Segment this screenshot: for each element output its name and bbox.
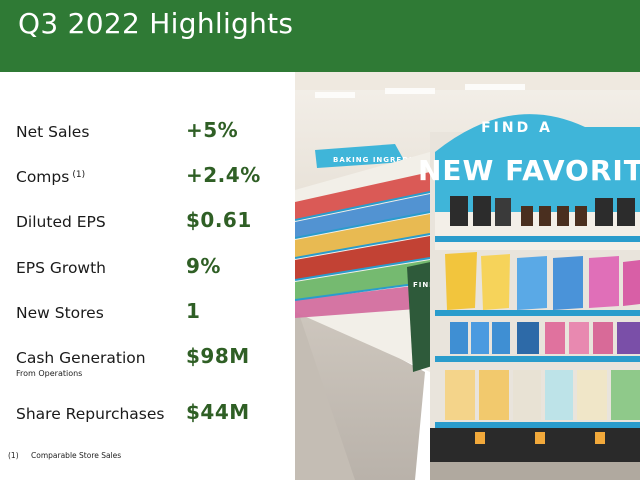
store-aisle-illustration: BAKING INGREDIENTS FIND YOUR FIND A NEW … (295, 72, 640, 480)
metric-new-stores: New Stores 1 (0, 299, 295, 344)
metric-value: +2.4% (186, 163, 261, 187)
metric-sublabel: From Operations (16, 369, 83, 378)
metric-label: Share Repurchases (16, 405, 165, 423)
store-aisle-photo: BAKING INGREDIENTS FIND YOUR FIND A NEW … (295, 72, 640, 480)
metric-value: $0.61 (186, 208, 252, 232)
metric-label: Diluted EPS (16, 213, 106, 231)
metrics-list: Net Sales +5% Comps (1) +2.4% Diluted EPS… (0, 72, 295, 480)
metric-share-repurchases: Share Repurchases $44M (0, 400, 295, 445)
metric-comps: Comps (1) +2.4% (0, 163, 295, 208)
footnote-text: Comparable Store Sales (31, 451, 122, 460)
metric-net-sales: Net Sales +5% (0, 118, 295, 163)
footnote-marker: (1) (72, 170, 86, 180)
metric-diluted-eps: Diluted EPS $0.61 (0, 208, 295, 253)
metric-value: $98M (186, 344, 250, 368)
footnote: (1) Comparable Store Sales (8, 451, 121, 460)
metric-value: $44M (186, 400, 250, 424)
footnote-number: (1) (8, 451, 19, 460)
aisle-sign-text: BAKING INGREDIENTS (333, 156, 437, 164)
sign-line1: FIND A (481, 120, 553, 136)
metric-label: Cash Generation (16, 349, 146, 367)
metric-label: Net Sales (16, 123, 90, 141)
metric-value: +5% (186, 118, 239, 142)
metric-cash-generation: Cash Generation From Operations $98M (0, 344, 295, 389)
metric-label: EPS Growth (16, 259, 107, 277)
metric-value: 1 (186, 299, 201, 323)
metric-label: New Stores (16, 304, 104, 322)
page-title: Q3 2022 Highlights (18, 7, 294, 40)
metric-label: Comps (1) (16, 168, 85, 186)
metric-eps-growth: EPS Growth 9% (0, 254, 295, 299)
metric-label-text: Comps (16, 168, 70, 186)
header-bar: Q3 2022 Highlights (0, 0, 640, 72)
sign-line2: NEW FAVORITE (418, 154, 640, 187)
metric-value: 9% (186, 254, 221, 278)
